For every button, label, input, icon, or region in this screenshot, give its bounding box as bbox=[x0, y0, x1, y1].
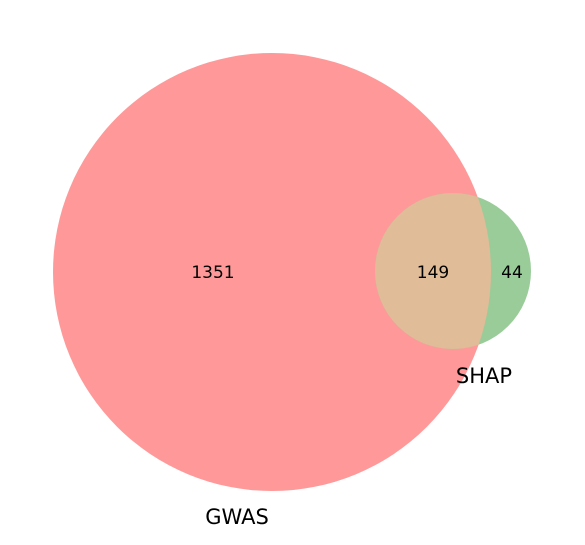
shap-only-count: 44 bbox=[501, 263, 523, 283]
gwas-set-circle bbox=[53, 53, 491, 491]
intersection-region bbox=[375, 193, 491, 349]
gwas-only-count: 1351 bbox=[191, 263, 234, 283]
gwas-set-label: GWAS bbox=[205, 505, 269, 529]
intersection-count: 149 bbox=[417, 263, 449, 283]
shap-set-label: SHAP bbox=[456, 364, 512, 388]
